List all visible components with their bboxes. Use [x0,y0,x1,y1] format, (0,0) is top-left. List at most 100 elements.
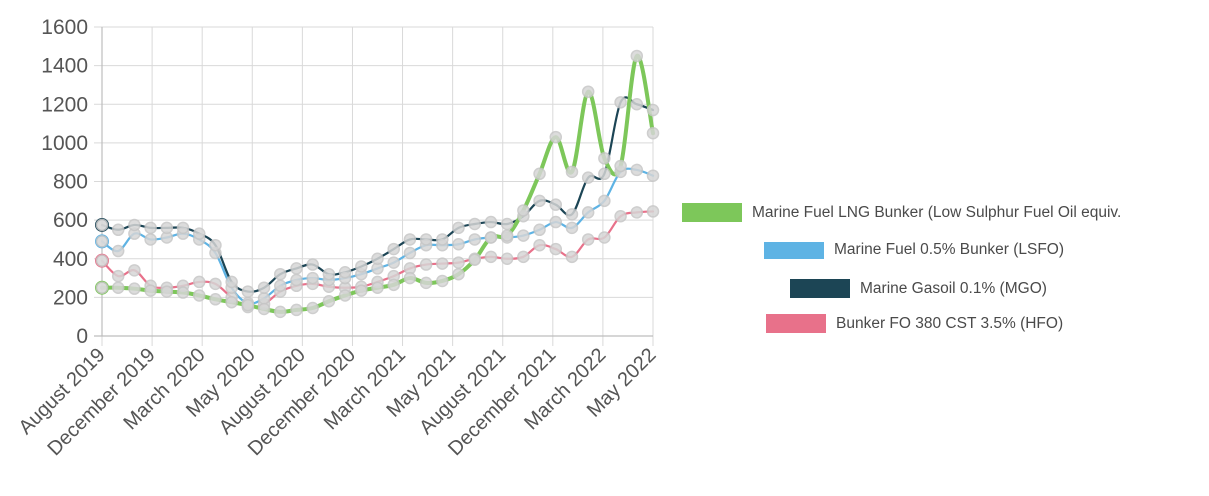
point-lng[interactable] [371,281,384,294]
point-lsfo[interactable] [630,163,644,177]
point-lsfo[interactable] [565,221,579,235]
point-mgo[interactable] [209,238,222,252]
point-mgo[interactable] [630,98,644,111]
point-hfo[interactable] [565,250,579,264]
point-lng[interactable] [419,276,433,290]
point-lng[interactable] [322,294,336,308]
point-mgo[interactable] [436,233,449,246]
point-mgo[interactable] [176,221,190,235]
point-lsfo[interactable] [144,233,157,246]
point-hfo[interactable] [452,256,465,269]
point-mgo[interactable] [387,242,400,256]
point-mgo[interactable] [549,198,563,211]
point-lng[interactable] [614,159,627,173]
point-lng[interactable] [630,49,644,63]
point-lng[interactable] [403,271,417,285]
point-lng[interactable] [306,301,319,315]
point-mgo[interactable] [257,281,271,294]
point-mgo[interactable] [160,221,174,235]
legend-item-lng[interactable]: Marine Fuel LNG Bunker (Low Sulphur Fuel… [682,203,1121,222]
point-lsfo[interactable] [111,244,125,258]
point-mgo[interactable] [225,275,238,289]
legend-item-mgo[interactable]: Marine Gasoil 0.1% (MGO) [790,279,1047,298]
point-lsfo[interactable] [452,238,465,251]
point-lng[interactable] [95,281,109,294]
point-hfo[interactable] [128,264,141,277]
point-mgo[interactable] [614,96,627,109]
point-lng[interactable] [646,126,660,140]
point-lng[interactable] [241,298,255,312]
point-mgo[interactable] [144,221,157,235]
point-hfo[interactable] [419,258,433,271]
point-lng[interactable] [144,284,157,297]
point-lng[interactable] [192,289,206,302]
point-hfo[interactable] [614,210,627,223]
point-lng[interactable] [209,293,222,306]
point-lsfo[interactable] [468,233,481,246]
point-hfo[interactable] [517,250,530,264]
point-mgo[interactable] [290,262,303,275]
point-hfo[interactable] [533,238,546,252]
point-mgo[interactable] [484,215,498,229]
point-hfo[interactable] [111,269,125,283]
point-lsfo[interactable] [387,256,400,269]
point-mgo[interactable] [241,285,255,298]
point-hfo[interactable] [192,275,206,289]
point-mgo[interactable] [192,227,206,240]
point-lsfo[interactable] [403,246,417,260]
point-lsfo[interactable] [306,271,319,285]
point-hfo[interactable] [436,257,449,270]
point-lng[interactable] [436,274,449,288]
point-lng[interactable] [225,295,238,309]
point-lsfo[interactable] [517,229,530,242]
point-lng[interactable] [484,231,498,244]
point-lsfo[interactable] [598,194,611,208]
point-lsfo[interactable] [274,279,287,293]
point-mgo[interactable] [598,167,611,181]
legend-item-hfo[interactable]: Bunker FO 380 CST 3.5% (HFO) [766,314,1063,333]
point-lng[interactable] [533,167,546,181]
point-lng[interactable] [257,302,271,316]
point-mgo[interactable] [468,217,481,231]
point-hfo[interactable] [630,206,644,219]
point-hfo[interactable] [646,205,660,218]
point-mgo[interactable] [274,267,287,281]
point-mgo[interactable] [500,217,514,231]
point-hfo[interactable] [484,250,498,264]
point-lng[interactable] [500,229,514,242]
point-mgo[interactable] [533,194,546,208]
point-lng[interactable] [111,281,125,294]
point-mgo[interactable] [646,103,660,117]
point-lng[interactable] [452,267,465,281]
point-lng[interactable] [160,285,174,298]
point-lsfo[interactable] [257,292,271,305]
point-mgo[interactable] [452,221,465,235]
point-mgo[interactable] [306,258,319,271]
point-lng[interactable] [598,152,611,165]
point-lsfo[interactable] [581,206,595,219]
point-hfo[interactable] [581,233,595,246]
point-hfo[interactable] [549,242,563,256]
point-mgo[interactable] [403,233,417,246]
point-hfo[interactable] [500,252,514,265]
point-lsfo[interactable] [533,223,546,237]
point-mgo[interactable] [565,208,579,221]
point-mgo[interactable] [128,218,141,232]
point-lng[interactable] [290,303,303,317]
point-lng[interactable] [468,253,481,266]
point-mgo[interactable] [111,223,125,237]
point-lng[interactable] [355,284,368,297]
point-lsfo[interactable] [549,215,563,229]
point-lng[interactable] [128,282,141,295]
point-mgo[interactable] [338,266,352,279]
point-lng[interactable] [274,305,287,319]
point-lsfo[interactable] [95,235,109,248]
point-lsfo[interactable] [290,273,303,287]
point-lng[interactable] [338,289,352,302]
point-hfo[interactable] [598,231,611,244]
point-lng[interactable] [517,204,530,217]
point-lng[interactable] [549,130,563,144]
point-hfo[interactable] [209,277,222,291]
point-hfo[interactable] [95,254,109,267]
point-mgo[interactable] [322,267,336,281]
